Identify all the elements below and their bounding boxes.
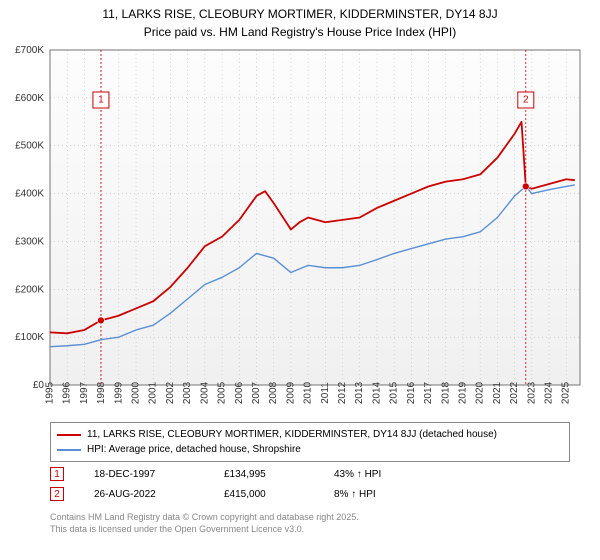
svg-text:£600K: £600K [15, 93, 44, 104]
footer-line-2: This data is licensed under the Open Gov… [50, 524, 570, 536]
event-marker: 2 [50, 487, 64, 501]
event-pct: 8% ↑ HPI [334, 489, 414, 500]
svg-text:1: 1 [98, 95, 104, 106]
chart-legend: 11, LARKS RISE, CLEOBURY MORTIMER, KIDDE… [50, 422, 570, 462]
event-date: 26-AUG-2022 [94, 489, 194, 500]
legend-swatch [57, 434, 81, 436]
event-marker: 1 [50, 467, 64, 481]
svg-text:£200K: £200K [15, 284, 44, 295]
footer-line-1: Contains HM Land Registry data © Crown c… [50, 512, 570, 524]
event-price: £134,995 [224, 469, 304, 480]
svg-text:£300K: £300K [15, 236, 44, 247]
chart-svg: £0£100K£200K£300K£400K£500K£600K£700K199… [50, 50, 580, 385]
event-price: £415,000 [224, 489, 304, 500]
event-row: 2 26-AUG-2022 £415,000 8% ↑ HPI [50, 484, 570, 504]
chart-title: 11, LARKS RISE, CLEOBURY MORTIMER, KIDDE… [0, 0, 600, 23]
legend-label: 11, LARKS RISE, CLEOBURY MORTIMER, KIDDE… [87, 427, 497, 442]
event-date: 18-DEC-1997 [94, 469, 194, 480]
chart-footer: Contains HM Land Registry data © Crown c… [50, 512, 570, 535]
chart-container: 11, LARKS RISE, CLEOBURY MORTIMER, KIDDE… [0, 0, 600, 560]
event-row: 1 18-DEC-1997 £134,995 43% ↑ HPI [50, 464, 570, 484]
svg-text:£100K: £100K [15, 332, 44, 343]
chart-plot-area: £0£100K£200K£300K£400K£500K£600K£700K199… [50, 50, 580, 385]
legend-item: HPI: Average price, detached house, Shro… [57, 442, 563, 457]
events-table: 1 18-DEC-1997 £134,995 43% ↑ HPI 2 26-AUG-202… [50, 464, 570, 504]
event-pct: 43% ↑ HPI [334, 469, 414, 480]
svg-text:2: 2 [523, 95, 529, 106]
legend-label: HPI: Average price, detached house, Shro… [87, 442, 301, 457]
svg-text:£500K: £500K [15, 141, 44, 152]
svg-text:£700K: £700K [15, 45, 44, 56]
svg-text:£0: £0 [33, 380, 45, 391]
svg-text:£400K: £400K [15, 189, 44, 200]
legend-item: 11, LARKS RISE, CLEOBURY MORTIMER, KIDDE… [57, 427, 563, 442]
chart-subtitle: Price paid vs. HM Land Registry's House … [0, 23, 600, 39]
legend-swatch [57, 449, 81, 451]
